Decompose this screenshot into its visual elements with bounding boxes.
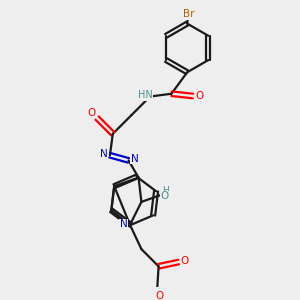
- Text: N: N: [131, 154, 139, 164]
- Text: HN: HN: [138, 90, 153, 100]
- Text: O: O: [195, 91, 203, 101]
- Text: O: O: [88, 108, 96, 118]
- Text: H: H: [162, 186, 169, 195]
- Text: Br: Br: [183, 9, 194, 19]
- Text: O: O: [181, 256, 189, 266]
- Text: N: N: [120, 219, 128, 229]
- Text: O: O: [161, 191, 169, 201]
- Text: O: O: [155, 291, 164, 300]
- Text: N: N: [100, 149, 107, 159]
